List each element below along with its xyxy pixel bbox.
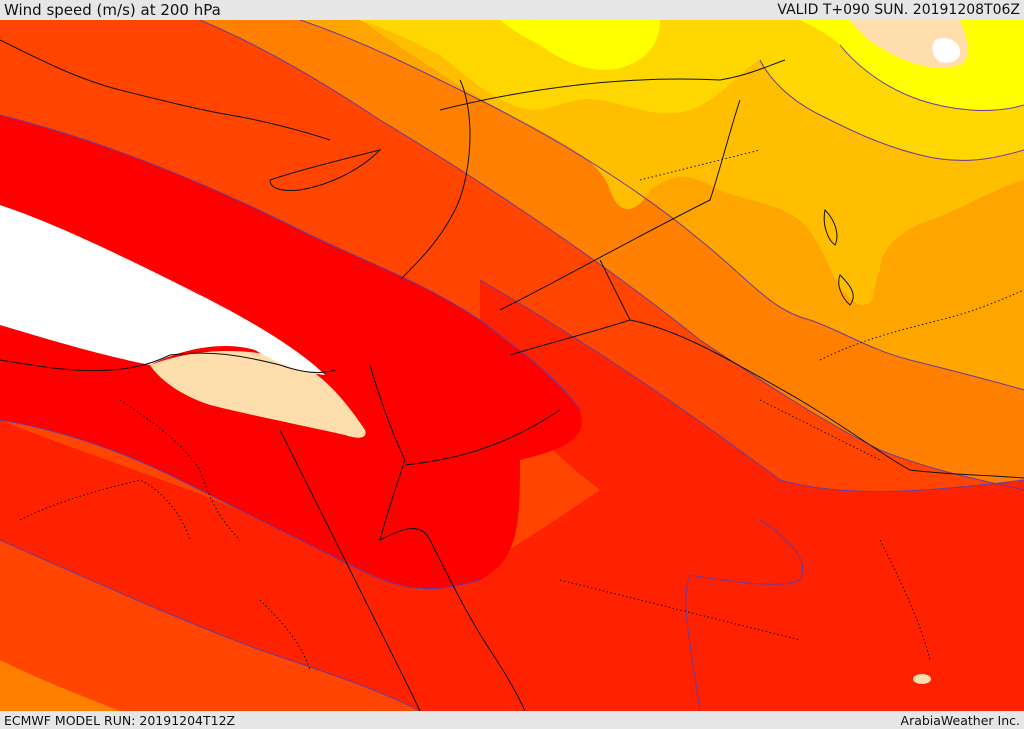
- admin-border: [19, 479, 191, 541]
- coastline-caspian: [823, 208, 854, 306]
- model-run: ECMWF MODEL RUN: 20191204T12Z: [4, 712, 236, 728]
- band-orange-red-sw: [0, 540, 420, 711]
- band-red-orange-east: [480, 280, 1024, 711]
- contour-lines: [0, 20, 1024, 711]
- contour-line: [0, 419, 481, 590]
- band-dark-orange-sw: [0, 660, 120, 711]
- provider-credit: ArabiaWeather Inc.: [900, 712, 1020, 728]
- contour-line: [685, 519, 804, 711]
- border-line: [439, 59, 786, 111]
- map-canvas[interactable]: [0, 20, 1024, 711]
- admin-border: [819, 289, 1024, 361]
- contour-line: [839, 44, 1024, 111]
- valid-time: VALID T+090 SUN. 20191208T06Z: [777, 2, 1020, 18]
- contour-line: [199, 20, 1024, 491]
- band-peak-light-small: [913, 674, 931, 684]
- contour-line: [299, 20, 1024, 391]
- contour-line: [759, 59, 1024, 161]
- band-peak-white-core: [0, 205, 325, 375]
- map-title: Wind speed (m/s) at 200 hPa: [4, 1, 221, 19]
- header-bar: Wind speed (m/s) at 200 hPa VALID T+090 …: [0, 0, 1024, 20]
- contour-line: [479, 279, 1024, 493]
- border-line: [509, 319, 1024, 479]
- admin-borders: [19, 149, 1024, 671]
- admin-border: [879, 539, 931, 661]
- coastlines: [0, 39, 854, 711]
- borders: [404, 59, 1024, 479]
- border-line: [599, 259, 631, 321]
- border-line: [404, 409, 561, 466]
- admin-border: [259, 599, 311, 671]
- contour-line: [0, 539, 421, 711]
- coastline-mediterranean: [0, 39, 471, 373]
- footer-bar: ECMWF MODEL RUN: 20191204T12Z ArabiaWeat…: [0, 711, 1024, 729]
- border-line: [499, 99, 741, 311]
- contour-line: [0, 114, 581, 411]
- band-peak-white-ne: [932, 38, 961, 63]
- coastline-red-sea: [279, 364, 526, 711]
- wind-speed-map[interactable]: [0, 20, 1024, 711]
